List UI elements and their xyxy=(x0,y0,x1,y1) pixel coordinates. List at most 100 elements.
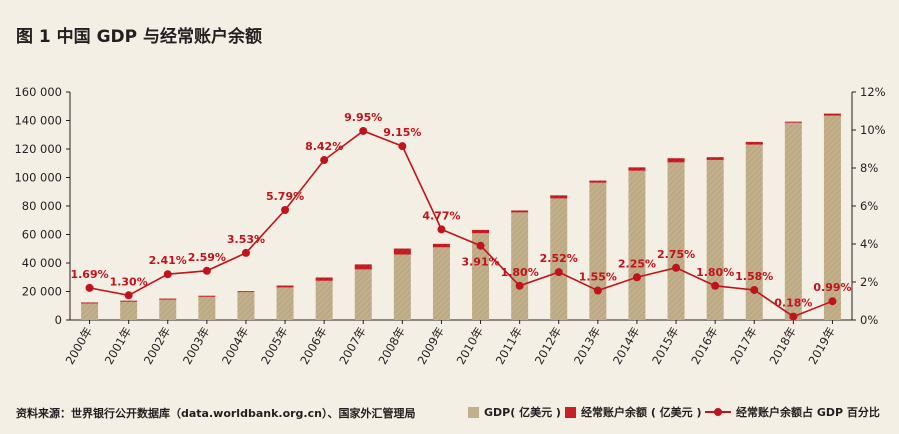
y2-tick-label: 12% xyxy=(860,85,886,99)
ratio-point xyxy=(515,281,524,290)
y-tick-label: 160 000 xyxy=(14,85,62,99)
x-tick-label: 2000年 xyxy=(63,325,96,367)
ratio-point xyxy=(85,283,94,292)
ca-bar xyxy=(276,285,294,288)
y2-tick-label: 4% xyxy=(860,237,878,251)
ratio-label: 5.79% xyxy=(266,190,304,203)
y-tick-label: 40 000 xyxy=(22,256,62,270)
x-tick-label: 2011年 xyxy=(493,325,526,367)
ratio-label: 9.15% xyxy=(383,126,421,139)
gdp-bar xyxy=(589,182,607,320)
x-tick-label: 2017年 xyxy=(727,325,760,367)
ratio-label: 1.55% xyxy=(579,271,617,284)
ratio-label: 1.69% xyxy=(70,268,108,281)
x-tick-label: 2001年 xyxy=(102,325,135,367)
legend-ca: 经常账户余额 ( 亿美元 ) xyxy=(565,404,702,420)
x-tick-label: 2008年 xyxy=(375,325,408,367)
gdp-bar xyxy=(706,159,724,320)
ca-bar xyxy=(589,180,607,183)
ratio-label: 2.41% xyxy=(149,254,187,267)
legend-ratio-label: 经常账户余额占 GDP 百分比 xyxy=(736,406,880,419)
legend-ratio-swatch xyxy=(705,406,731,418)
ca-bar xyxy=(706,157,724,160)
y-tick-label: 120 000 xyxy=(14,142,62,156)
ratio-point xyxy=(750,285,759,294)
ratio-label: 3.53% xyxy=(227,233,265,246)
y2-tick-label: 8% xyxy=(860,161,878,175)
legend-ca-label: 经常账户余额 ( 亿美元 ) xyxy=(581,406,702,419)
ca-bar xyxy=(393,248,411,255)
gdp-bar xyxy=(745,144,763,320)
ca-bar xyxy=(511,210,529,213)
gdp-bar xyxy=(237,292,255,320)
y2-tick-label: 10% xyxy=(860,123,886,137)
ca-bar xyxy=(81,302,99,304)
ca-bar xyxy=(628,167,646,171)
x-tick-label: 2014年 xyxy=(610,325,643,367)
ratio-point xyxy=(202,266,211,275)
ca-bar xyxy=(120,300,138,302)
ratio-point xyxy=(476,241,485,250)
ratio-polyline xyxy=(89,130,833,318)
legend-ca-swatch xyxy=(565,406,576,418)
ratio-point xyxy=(632,273,641,282)
x-tick-label: 2003年 xyxy=(180,325,213,367)
gdp-bar xyxy=(159,299,177,320)
y2-tick-label: 0% xyxy=(860,313,878,327)
ratio-point xyxy=(241,248,250,257)
ratio-point xyxy=(711,281,720,290)
ratio-label: 2.59% xyxy=(188,251,226,264)
gdp-bar xyxy=(393,254,411,320)
ca-bar xyxy=(550,195,568,199)
gdp-bar xyxy=(550,198,568,320)
ratio-point xyxy=(398,142,407,151)
y2-tick-label: 6% xyxy=(860,199,878,213)
ratio-point xyxy=(124,291,133,300)
ratio-label: 0.18% xyxy=(774,297,812,310)
ratio-label: 8.42% xyxy=(305,140,343,153)
gdp-bar xyxy=(628,170,646,320)
gdp-bar xyxy=(511,212,529,320)
bars xyxy=(81,113,841,320)
ratio-label: 1.30% xyxy=(110,275,148,288)
gdp-bar xyxy=(432,247,450,320)
ratio-point xyxy=(437,225,446,234)
ca-bar xyxy=(823,113,841,116)
y-tick-label: 20 000 xyxy=(22,285,62,299)
ratio-label: 1.80% xyxy=(501,266,539,279)
x-tick-label: 2018年 xyxy=(766,325,799,367)
ratio-label: 2.75% xyxy=(657,248,695,261)
gdp-bar xyxy=(315,280,333,320)
ca-bar xyxy=(784,121,802,123)
ratio-point xyxy=(359,126,368,135)
ca-bar xyxy=(667,158,685,163)
ratio-label: 3.91% xyxy=(461,256,499,269)
ratio-point xyxy=(789,312,798,321)
chart-title: 图 1 中国 GDP 与经常账户余额 xyxy=(16,27,263,47)
gdp-bar xyxy=(784,121,802,320)
ratio-point xyxy=(828,297,837,306)
x-tick-label: 2006年 xyxy=(297,325,330,367)
legend-gdp: GDP( 亿美元 ) xyxy=(468,404,561,420)
ratio-point xyxy=(281,205,290,214)
ratio-point xyxy=(554,268,563,277)
legend-ratio: 经常账户余额占 GDP 百分比 xyxy=(705,404,880,420)
ratio-label: 0.99% xyxy=(813,281,851,294)
gdp-bar xyxy=(276,287,294,320)
x-tick-label: 2013年 xyxy=(571,325,604,367)
y-tick-label: 0 xyxy=(55,313,62,327)
x-tick-label: 2005年 xyxy=(258,325,291,367)
x-tick-label: 2004年 xyxy=(219,325,252,367)
x-tick-label: 2015年 xyxy=(649,325,682,367)
ratio-label: 4.77% xyxy=(422,209,460,222)
ca-bar xyxy=(315,277,333,281)
ca-bar xyxy=(159,298,177,300)
gdp-bar xyxy=(667,162,685,320)
ratio-label: 2.52% xyxy=(540,252,578,265)
y-tick-label: 100 000 xyxy=(14,171,62,185)
y-tick-label: 60 000 xyxy=(22,228,62,242)
x-tick-label: 2012年 xyxy=(532,325,565,367)
source-note: 资料来源：世界银行公开数据库（data.worldbank.org.cn）、国家… xyxy=(16,407,416,420)
x-tick-label: 2002年 xyxy=(141,325,174,367)
ratio-label: 1.80% xyxy=(696,266,734,279)
